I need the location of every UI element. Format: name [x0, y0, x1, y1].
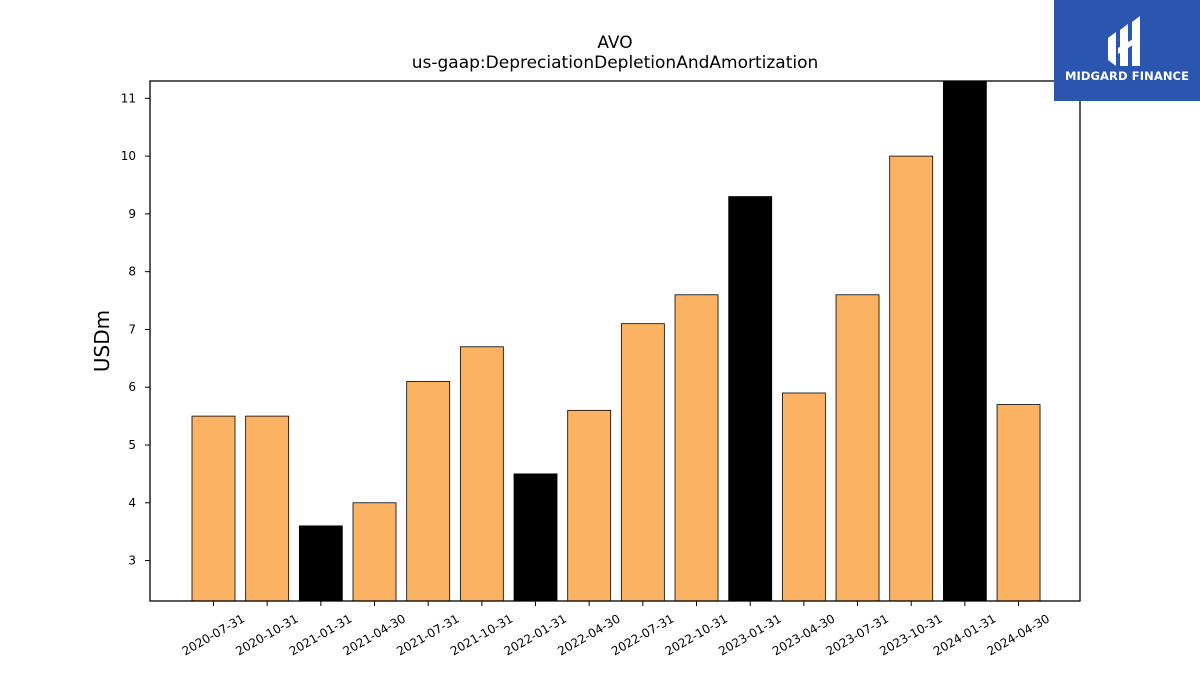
y-tick-label: 11 — [121, 91, 136, 105]
bar-2021-07-31 — [406, 381, 451, 602]
y-tick-label: 7 — [128, 322, 136, 336]
bar-2022-01-31 — [513, 473, 558, 602]
y-tick-label: 3 — [128, 554, 136, 568]
y-tick-label: 5 — [128, 438, 136, 452]
y-axis-label: USDm — [90, 310, 114, 372]
bar-2023-01-31 — [728, 196, 773, 602]
bar-2023-07-31 — [835, 294, 880, 602]
chart-title: AVO — [597, 33, 632, 53]
bar-2022-04-30 — [567, 409, 612, 602]
y-tick-label: 10 — [121, 149, 136, 163]
logo-text: MIDGARD FINANCE — [1064, 69, 1190, 83]
midgard-logo-icon — [1108, 16, 1140, 66]
x-axis-ticks: 2020-07-312020-10-312021-01-312021-04-30… — [180, 601, 1052, 658]
bar-2020-07-31 — [191, 415, 236, 602]
bar-2022-07-31 — [620, 323, 665, 602]
bar-2024-04-30 — [996, 404, 1041, 602]
bar-2022-10-31 — [674, 294, 719, 602]
bar-2020-10-31 — [245, 415, 290, 602]
y-tick-label: 4 — [128, 496, 136, 510]
bar-2021-01-31 — [298, 525, 343, 602]
bar-2023-10-31 — [889, 155, 934, 602]
y-tick-label: 9 — [128, 207, 136, 221]
y-tick-label: 6 — [128, 380, 136, 394]
bar-2021-10-31 — [459, 346, 504, 602]
y-axis-ticks: 3 4 5 6 7 8 9 10 11 — [121, 91, 150, 568]
y-tick-label: 8 — [128, 265, 136, 279]
bar-2021-04-30 — [352, 502, 397, 602]
bar-2024-01-31 — [942, 80, 987, 602]
chart-subtitle: us-gaap:DepreciationDepletionAndAmortiza… — [412, 53, 819, 73]
plot-frame — [149, 80, 1081, 602]
midgard-finance-logo: MIDGARD FINANCE — [1054, 0, 1200, 101]
bar-2023-04-30 — [781, 392, 826, 602]
bars-group — [191, 80, 1041, 602]
